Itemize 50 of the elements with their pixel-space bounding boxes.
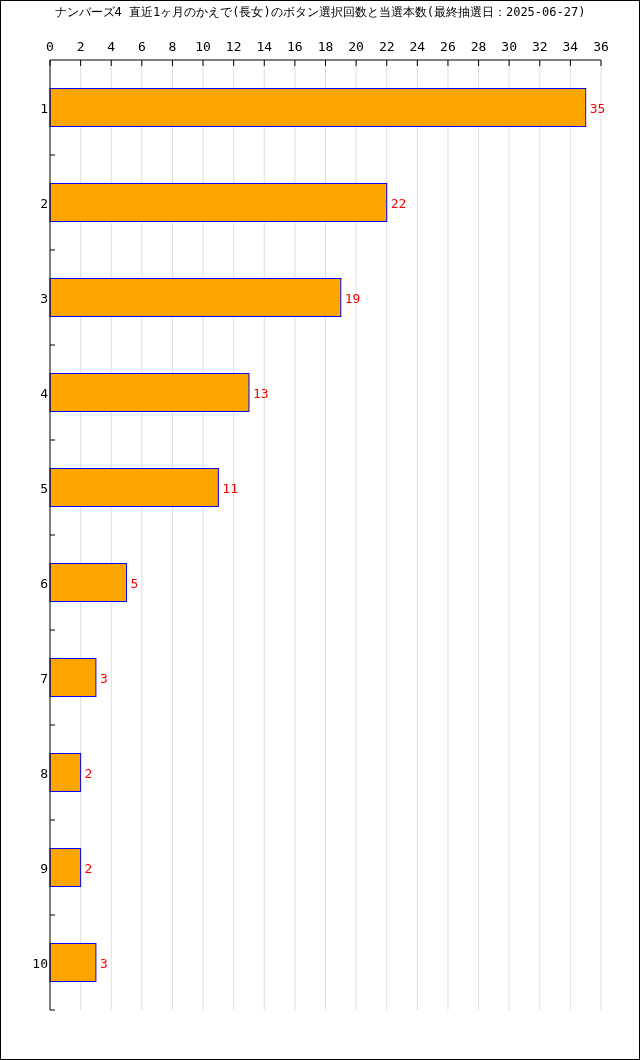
y-tick-label: 5 bbox=[40, 480, 48, 496]
x-tick-label: 32 bbox=[531, 39, 548, 54]
x-tick-label: 8 bbox=[168, 39, 177, 54]
y-tick-label: 4 bbox=[40, 385, 49, 401]
data-label: 35 bbox=[589, 100, 606, 116]
y-tick-label: 3 bbox=[40, 290, 48, 306]
data-label: 2 bbox=[84, 860, 93, 876]
x-tick-label: 12 bbox=[225, 39, 242, 54]
data-label: 3 bbox=[99, 955, 108, 971]
x-tick-label: 14 bbox=[256, 39, 273, 54]
x-tick-label: 10 bbox=[195, 39, 211, 54]
y-tick-label: 1 bbox=[40, 100, 48, 116]
y-tick-label: 6 bbox=[40, 575, 48, 591]
chart-title: ナンバーズ4 直近1ヶ月のかえで(長女)のボタン選択回数と当選本数(最終抽選日：2025-06-27) bbox=[54, 5, 586, 19]
x-tick-label: 28 bbox=[470, 39, 487, 54]
x-tick-label: 20 bbox=[348, 39, 364, 54]
data-label: 11 bbox=[222, 480, 239, 496]
data-label: 19 bbox=[344, 290, 361, 306]
bar bbox=[49, 658, 97, 697]
y-tick-label: 9 bbox=[40, 860, 48, 876]
y-tick-label: 7 bbox=[40, 670, 48, 686]
x-tick-label: 34 bbox=[562, 39, 579, 54]
bar bbox=[49, 373, 250, 412]
data-label: 2 bbox=[84, 765, 93, 781]
bar bbox=[49, 943, 97, 982]
y-tick-label: 2 bbox=[40, 195, 48, 211]
data-label: 3 bbox=[99, 670, 108, 686]
x-tick-label: 0 bbox=[46, 39, 54, 54]
x-tick-label: 6 bbox=[137, 39, 146, 54]
bar bbox=[49, 848, 82, 887]
x-tick-label: 22 bbox=[378, 39, 395, 54]
data-label: 5 bbox=[130, 575, 139, 591]
x-tick-label: 16 bbox=[287, 39, 303, 54]
x-tick-label: 24 bbox=[409, 39, 426, 54]
data-label: 13 bbox=[252, 385, 269, 401]
x-tick-label: 30 bbox=[501, 39, 517, 54]
y-tick-label: 8 bbox=[40, 765, 48, 781]
x-tick-label: 2 bbox=[76, 39, 85, 54]
x-tick-label: 36 bbox=[593, 39, 609, 54]
data-label: 22 bbox=[390, 195, 407, 211]
x-tick-label: 26 bbox=[440, 39, 456, 54]
bar bbox=[49, 563, 128, 602]
bar bbox=[49, 753, 82, 792]
bar bbox=[49, 278, 342, 317]
x-tick-label: 18 bbox=[317, 39, 334, 54]
bar bbox=[49, 183, 388, 222]
bar bbox=[49, 468, 219, 507]
y-tick-label: 10 bbox=[32, 955, 48, 971]
x-tick-label: 4 bbox=[107, 39, 116, 54]
bar bbox=[49, 88, 587, 127]
